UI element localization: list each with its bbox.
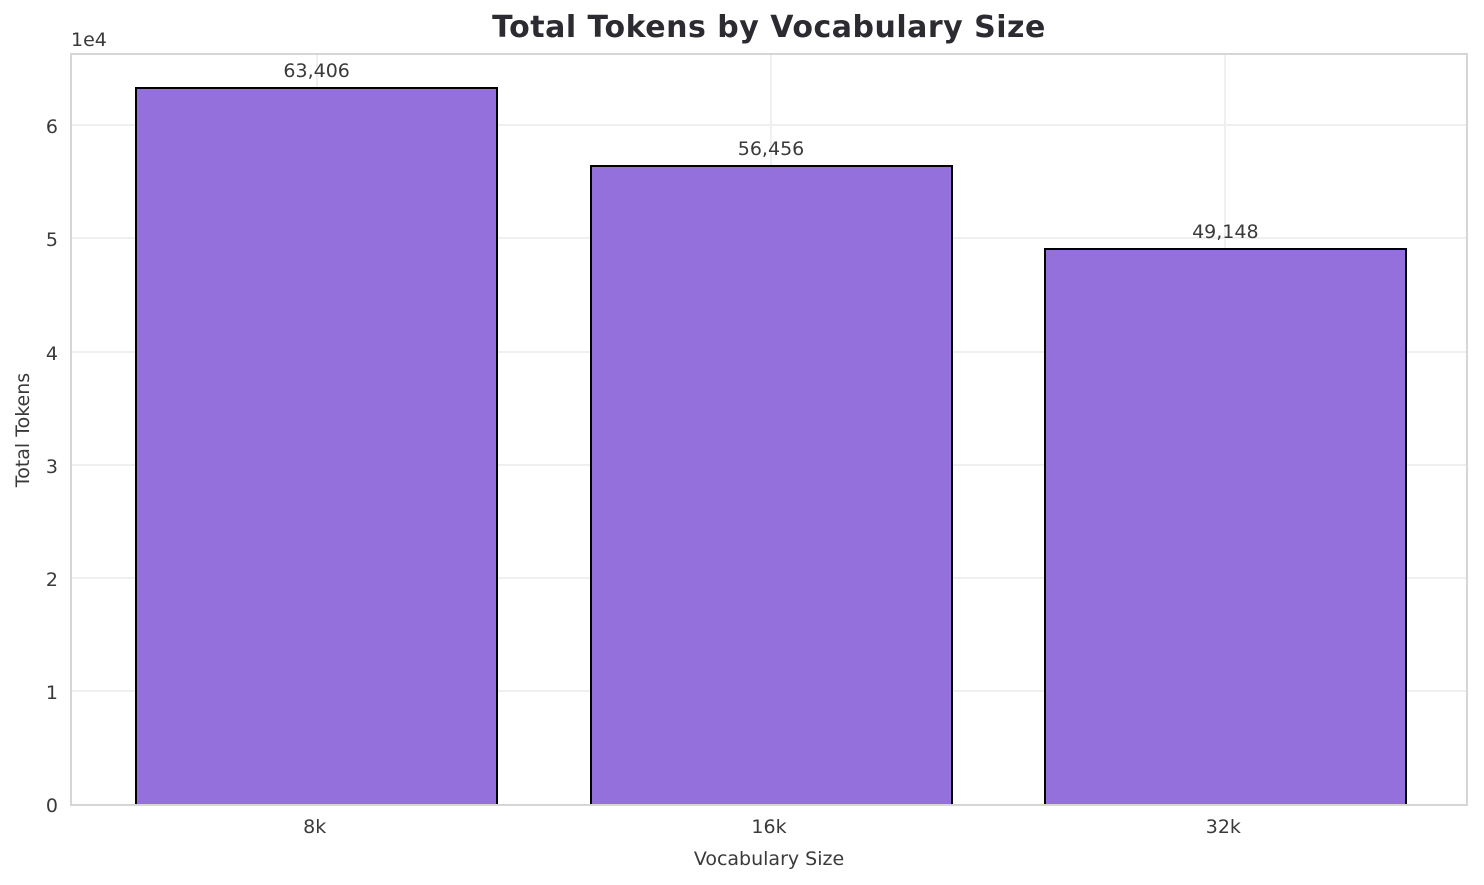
- bar-32k: [1043, 248, 1407, 804]
- x-tick-label: 32k: [1205, 816, 1241, 838]
- bar-value-label: 49,148: [1192, 221, 1259, 244]
- y-tick-label: 3: [45, 455, 58, 478]
- chart-title: Total Tokens by Vocabulary Size: [492, 10, 1046, 45]
- bar-8k: [135, 86, 499, 804]
- y-tick-label: 0: [45, 795, 58, 817]
- y-tick-label: 2: [45, 568, 58, 591]
- plot-area: 63,406 56,456 49,148: [70, 53, 1468, 806]
- y-tick-label: 6: [45, 116, 58, 139]
- bar-value-label: 56,456: [737, 138, 805, 161]
- x-axis-label: Vocabulary Size: [693, 848, 845, 870]
- y-tick-label: 1: [45, 681, 58, 704]
- bar-value-label: 63,406: [283, 59, 350, 82]
- x-tick-label: 16k: [751, 816, 787, 838]
- gridline-horizontal: [72, 124, 1466, 127]
- x-tick-label: 8k: [303, 816, 327, 838]
- y-axis-offset-text: 1e4: [71, 29, 107, 51]
- y-tick-label: 4: [45, 342, 58, 365]
- bar-16k: [589, 165, 953, 804]
- y-tick-label: 5: [45, 229, 58, 252]
